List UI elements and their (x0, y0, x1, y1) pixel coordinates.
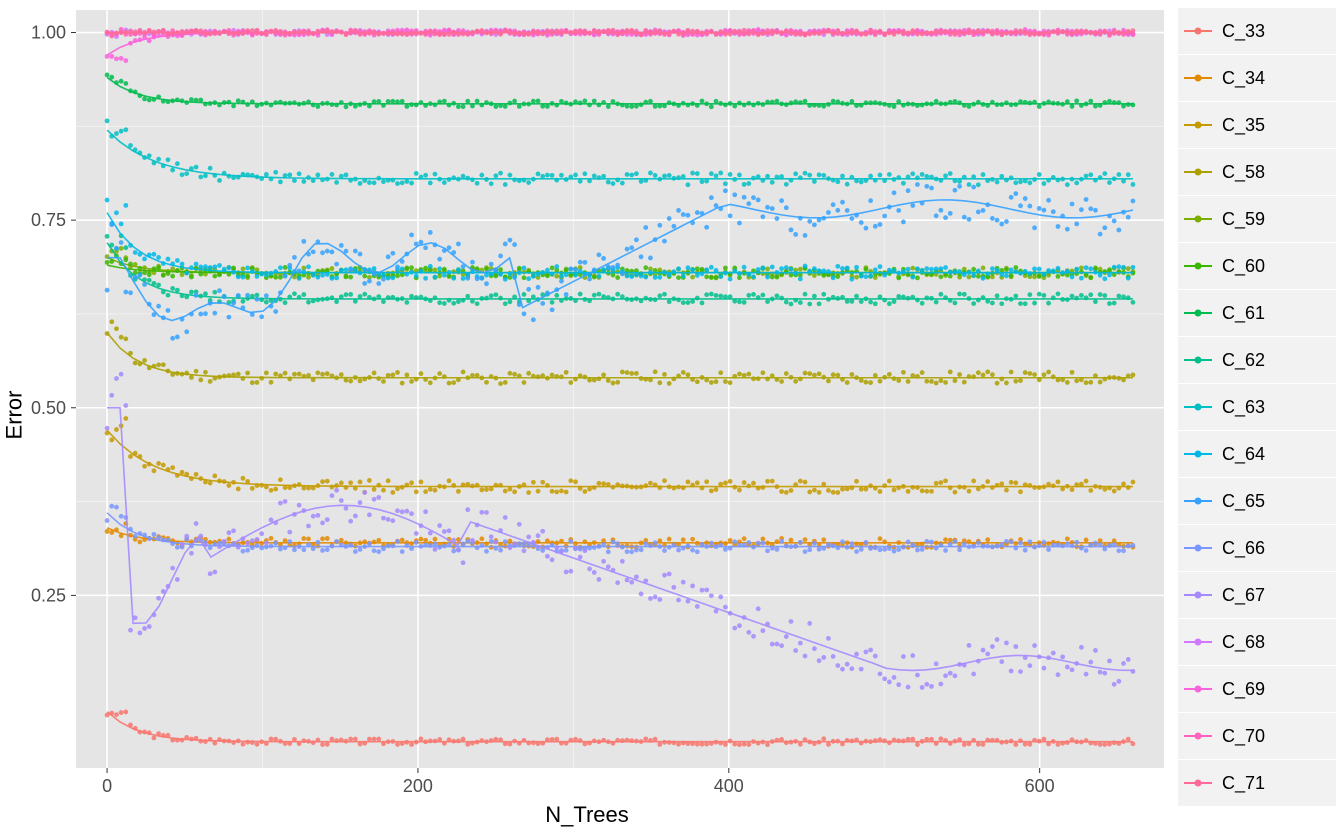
legend-item-C_35[interactable]: C_35 (1178, 102, 1336, 148)
legend-label: C_66 (1222, 538, 1265, 559)
x-axis-title: N_Trees (0, 802, 1174, 828)
legend-label: C_63 (1222, 397, 1265, 418)
svg-text:0.25: 0.25 (31, 585, 66, 605)
legend-item-C_65[interactable]: C_65 (1178, 478, 1336, 524)
plot-svg: 0 200 400 600 0.25 0.50 0.75 1.00 (0, 0, 1174, 830)
legend-label: C_62 (1222, 350, 1265, 371)
legend-label: C_71 (1222, 773, 1265, 794)
legend-key-icon (1184, 445, 1212, 463)
legend-item-C_33[interactable]: C_33 (1178, 8, 1336, 54)
legend: C_33 C_34 C_35 C_58 C_59 C_60 C_61 C_62 C_63 C_64… (1174, 0, 1344, 830)
legend-item-C_70[interactable]: C_70 (1178, 713, 1336, 759)
legend-key-icon (1184, 727, 1212, 745)
plot-area: 0 200 400 600 0.25 0.50 0.75 1.00 Error N_Trees (0, 0, 1174, 830)
legend-key-icon (1184, 69, 1212, 87)
legend-label: C_59 (1222, 209, 1265, 230)
chart-container: 0 200 400 600 0.25 0.50 0.75 1.00 Error N_Trees… (0, 0, 1344, 830)
legend-key-icon (1184, 116, 1212, 134)
legend-key-icon (1184, 586, 1212, 604)
legend-label: C_69 (1222, 679, 1265, 700)
svg-text:0: 0 (102, 776, 112, 796)
legend-key-icon (1184, 680, 1212, 698)
legend-item-C_67[interactable]: C_67 (1178, 572, 1336, 618)
legend-label: C_70 (1222, 726, 1265, 747)
legend-key-icon (1184, 351, 1212, 369)
svg-text:1.00: 1.00 (31, 23, 66, 43)
legend-key-icon (1184, 210, 1212, 228)
legend-item-C_63[interactable]: C_63 (1178, 384, 1336, 430)
legend-key-icon (1184, 633, 1212, 651)
legend-label: C_33 (1222, 21, 1265, 42)
legend-item-C_66[interactable]: C_66 (1178, 525, 1336, 571)
legend-label: C_58 (1222, 162, 1265, 183)
legend-key-icon (1184, 492, 1212, 510)
legend-label: C_34 (1222, 68, 1265, 89)
legend-item-C_71[interactable]: C_71 (1178, 760, 1336, 806)
svg-text:200: 200 (403, 776, 433, 796)
svg-text:0.75: 0.75 (31, 210, 66, 230)
legend-item-C_62[interactable]: C_62 (1178, 337, 1336, 383)
legend-key-icon (1184, 304, 1212, 322)
legend-key-icon (1184, 163, 1212, 181)
legend-item-C_60[interactable]: C_60 (1178, 243, 1336, 289)
svg-text:600: 600 (1025, 776, 1055, 796)
legend-key-icon (1184, 398, 1212, 416)
legend-item-C_69[interactable]: C_69 (1178, 666, 1336, 712)
legend-key-icon (1184, 22, 1212, 40)
legend-key-icon (1184, 257, 1212, 275)
legend-item-C_68[interactable]: C_68 (1178, 619, 1336, 665)
svg-text:0.50: 0.50 (31, 398, 66, 418)
legend-label: C_68 (1222, 632, 1265, 653)
legend-label: C_61 (1222, 303, 1265, 324)
legend-label: C_60 (1222, 256, 1265, 277)
legend-label: C_35 (1222, 115, 1265, 136)
svg-text:400: 400 (714, 776, 744, 796)
legend-label: C_65 (1222, 491, 1265, 512)
x-axis-title-text: N_Trees (545, 802, 629, 827)
legend-key-icon (1184, 539, 1212, 557)
legend-item-C_59[interactable]: C_59 (1178, 196, 1336, 242)
legend-item-C_64[interactable]: C_64 (1178, 431, 1336, 477)
legend-item-C_58[interactable]: C_58 (1178, 149, 1336, 195)
legend-label: C_67 (1222, 585, 1265, 606)
y-axis-title: Error (2, 0, 26, 830)
legend-label: C_64 (1222, 444, 1265, 465)
y-axis-title-text: Error (1, 391, 27, 440)
legend-item-C_61[interactable]: C_61 (1178, 290, 1336, 336)
legend-key-icon (1184, 774, 1212, 792)
legend-item-C_34[interactable]: C_34 (1178, 55, 1336, 101)
